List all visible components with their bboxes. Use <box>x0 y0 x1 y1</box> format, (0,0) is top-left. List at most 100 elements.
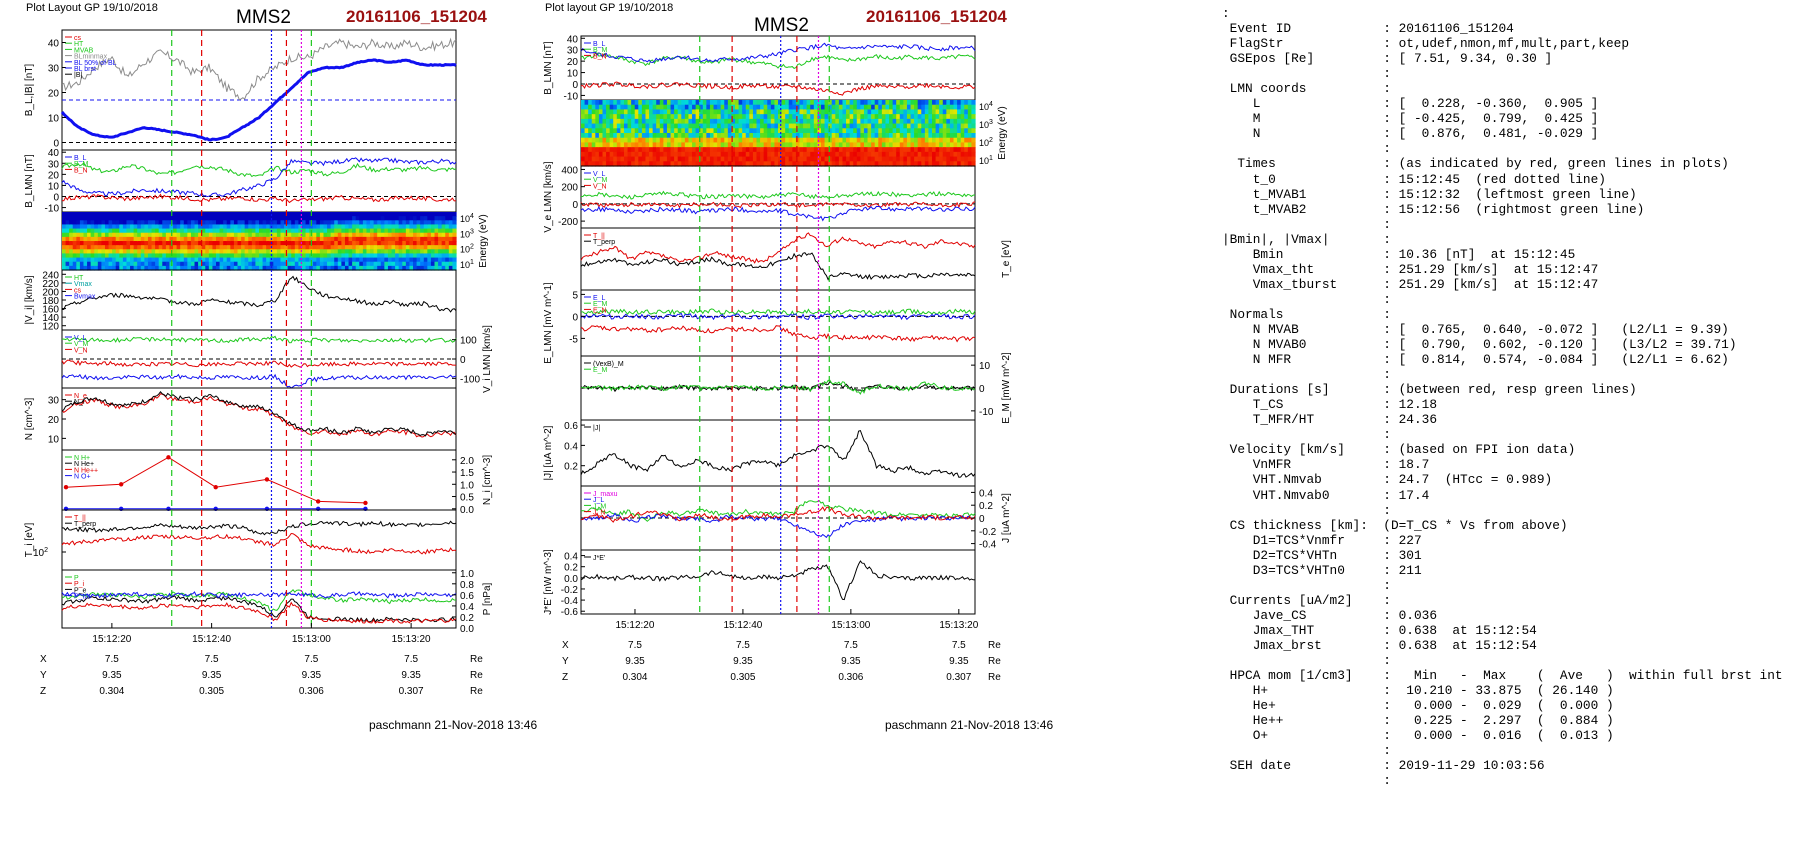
spectrogram-cell <box>849 123 854 129</box>
spectrogram-cell <box>652 142 657 148</box>
spectrogram-cell <box>659 100 664 106</box>
spectrogram-cell <box>903 100 908 106</box>
spectrogram-cell <box>745 114 750 120</box>
spectrogram-cell <box>119 241 124 246</box>
spectrogram-cell <box>344 249 350 255</box>
spectrogram-cell <box>652 147 657 153</box>
spectrogram-cell <box>810 147 815 153</box>
spectrogram-cell <box>434 212 439 217</box>
x-tick-label: 15:13:00 <box>292 634 331 645</box>
spectrogram-cell <box>405 265 411 271</box>
spectrogram-cell <box>233 220 239 226</box>
spectrogram-cell <box>910 137 915 144</box>
spectrogram-cell <box>276 216 282 221</box>
spectrogram-cell <box>871 104 876 111</box>
spectrogram-cell <box>609 100 614 106</box>
spectrogram-cell <box>806 128 811 134</box>
spectrogram-cell <box>659 114 664 120</box>
spectrogram-cell <box>792 109 797 115</box>
spectrogram-cell <box>259 212 264 217</box>
spectrogram-cell <box>377 216 382 221</box>
spectrogram-cell <box>684 151 690 158</box>
spectrogram-cell <box>892 128 897 134</box>
spectrogram-cell <box>813 100 818 106</box>
spectrogram-cell <box>692 128 697 134</box>
spectrogram-cell <box>359 212 364 217</box>
spectrogram-cell <box>717 133 722 139</box>
spectrogram-cell <box>348 212 353 217</box>
spectrogram-cell <box>863 104 869 111</box>
spectrogram-cell <box>713 118 718 125</box>
info-line: D2=TCS*VHTn : 301 <box>1222 547 1422 563</box>
spectrogram-cell <box>90 212 95 217</box>
y-tick-label: 30 <box>48 64 60 75</box>
spectrogram-cell <box>853 137 858 144</box>
spectrogram-cell <box>448 241 454 246</box>
spectrogram-cell <box>684 109 690 115</box>
spectrogram-cell <box>355 236 360 242</box>
spectrogram-cell <box>699 156 704 162</box>
legend-label: J_N <box>593 510 605 517</box>
spectrogram-cell <box>112 216 117 221</box>
spectrogram-cell <box>752 123 758 129</box>
spectrogram-cell <box>770 109 776 115</box>
spectrogram-cell <box>760 147 765 153</box>
y-tick-label: -100 <box>460 374 480 385</box>
legend-label: BLminmax <box>74 54 108 61</box>
spectrogram-cell <box>853 142 858 148</box>
spectrogram-cell <box>742 123 747 129</box>
spectrogram-cell <box>198 228 203 234</box>
spectrogram-cell <box>817 118 822 125</box>
spectrogram-cell <box>248 212 253 217</box>
spectrogram-cell <box>591 133 596 139</box>
spectrogram-cell <box>420 220 425 226</box>
spectrogram-cell <box>384 224 389 230</box>
spectrogram-cell <box>409 245 414 250</box>
spectrogram-cell <box>65 220 70 226</box>
spectrogram-cell <box>688 123 693 129</box>
spectrogram-cell <box>602 151 607 158</box>
spectrogram-cell <box>942 142 947 148</box>
spectrogram-cell <box>273 257 278 263</box>
spectrogram-cell <box>749 128 754 134</box>
spectrogram-cell <box>588 109 593 115</box>
spectrogram-cell <box>190 224 196 230</box>
spectrogram-cell <box>638 123 643 129</box>
spectrogram-cell <box>598 100 604 106</box>
spectrogram-cell <box>652 100 657 106</box>
spectrogram-cell <box>327 249 332 255</box>
spectrogram-cell <box>631 137 636 144</box>
spectrogram-cell <box>208 212 214 217</box>
spectrogram-cell <box>935 137 940 144</box>
legend-label: N O+ <box>74 474 91 481</box>
spectrogram-cell <box>183 245 188 250</box>
y-tick-label: 220 <box>42 279 59 290</box>
spectrogram-cell <box>810 151 815 158</box>
spectrogram-cell <box>695 151 700 158</box>
spectrogram-cell <box>423 236 428 242</box>
spectrogram-cell <box>792 142 797 148</box>
spectrogram-cell <box>115 245 120 250</box>
spectrogram-cell <box>892 142 897 148</box>
spectrogram-cell <box>849 114 854 120</box>
spectrogram-cell <box>591 137 596 144</box>
legend-label: N_i <box>74 399 85 406</box>
spectrogram-cell <box>323 232 328 238</box>
spectrogram-cell <box>262 224 267 230</box>
spectrogram-cell <box>402 228 407 234</box>
spectrogram-cell <box>720 142 725 148</box>
spectrogram-cell <box>72 265 77 271</box>
orbit-value: 9.35 <box>401 670 421 681</box>
spectrogram-cell <box>767 156 772 162</box>
spectrogram-cell <box>122 232 128 238</box>
spectrogram-cell <box>713 156 718 162</box>
spectrogram-cell <box>122 245 128 250</box>
spectrogram-cell <box>452 236 457 242</box>
spectrogram-cell <box>699 137 704 144</box>
spectrogram-cell <box>173 261 178 267</box>
spectrogram-cell <box>742 109 747 115</box>
spectrogram-cell <box>344 261 350 267</box>
y-tick-label: 140 <box>42 313 59 324</box>
spectrogram-cell <box>434 261 439 267</box>
spectrogram-cell <box>434 216 439 221</box>
